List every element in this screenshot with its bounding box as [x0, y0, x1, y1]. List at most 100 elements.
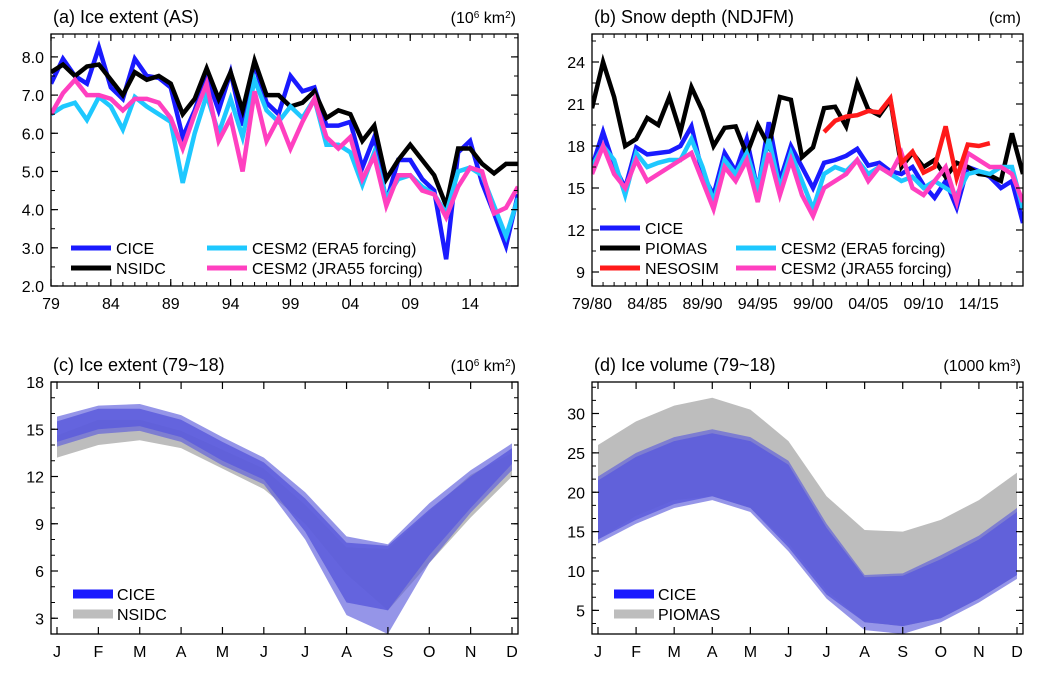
xtick-label-b: 84/85: [627, 296, 667, 313]
ytick-label-b: 12: [567, 223, 585, 240]
legend-label-a: NSIDC: [116, 261, 166, 278]
xtick-label-b: 79/80: [572, 296, 612, 313]
ytick-label-a: 7.0: [22, 88, 44, 105]
xtick-label-a: 14: [461, 296, 479, 313]
xtick-label-a: 79: [42, 296, 60, 313]
legend-label-b: PIOMAS: [645, 241, 707, 258]
xtick-label-b: 14/15: [959, 296, 999, 313]
panel-c: (c) Ice extent (79~18) (106 km2) 3 6 9 12 15 18…: [26, 355, 519, 661]
series-line-cesm2-jra55-forcing--b: [592, 139, 1023, 222]
xtick-label-d: M: [744, 644, 757, 661]
series-line-nesosim-b: [822, 93, 991, 187]
xtick-label-d: D: [1011, 644, 1023, 661]
legend-label-a: CESM2 (JRA55 forcing): [252, 261, 423, 278]
xtick-label-d: N: [973, 644, 985, 661]
xtick-label-c: J: [260, 644, 268, 661]
ytick-label-a: 4.0: [22, 203, 44, 220]
legend-label-b: CICE: [645, 221, 683, 238]
legend-d: CICE PIOMAS: [614, 587, 720, 624]
xtick-label-c: S: [383, 644, 394, 661]
legend-c: CICE NSIDC: [73, 587, 167, 624]
ytick-label-b: 24: [567, 55, 585, 72]
legend-a: CICE CESM2 (ERA5 forcing) NSIDC CESM2 (JRA5…: [71, 241, 423, 278]
panel-units-b: (cm): [989, 10, 1021, 27]
band-cice-inner-c: [57, 408, 512, 611]
legend-label-d: PIOMAS: [658, 607, 720, 624]
ytick-label-b: 9: [576, 265, 585, 282]
legend-label-a: CESM2 (ERA5 forcing): [252, 241, 417, 258]
xtick-label-b: 89/90: [682, 296, 722, 313]
plot-area-c: [57, 404, 512, 634]
xtick-label-a: 94: [222, 296, 240, 313]
ytick-label-d: 30: [567, 407, 585, 424]
xtick-label-c: J: [301, 644, 309, 661]
legend-label-c: CICE: [117, 587, 155, 604]
band-cice-inner-d: [598, 433, 1017, 627]
ytick-label-a: 6.0: [22, 126, 44, 143]
series-line-cesm2-jra55-forcing--a: [51, 75, 518, 223]
xtick-label-c: D: [506, 644, 518, 661]
ytick-label-b: 15: [567, 181, 585, 198]
ytick-label-d: 25: [567, 446, 585, 463]
series-line-nsidc-a: [51, 52, 518, 214]
xtick-label-c: N: [465, 644, 477, 661]
xtick-label-a: 89: [162, 296, 180, 313]
ytick-label-d: 20: [567, 485, 585, 502]
xtick-label-c: F: [93, 644, 103, 661]
series-line-cice-b: [592, 120, 1023, 224]
xtick-label-d: A: [859, 644, 870, 661]
ytick-label-d: 5: [576, 603, 585, 620]
xtick-label-d: J: [823, 644, 831, 661]
ytick-label-c: 18: [26, 375, 44, 392]
xtick-label-d: A: [707, 644, 718, 661]
panel-d: (d) Ice volume (79~18) (1000 km3) 5 10 15 20 2…: [567, 355, 1024, 661]
xtick-label-d: J: [784, 644, 792, 661]
ytick-label-a: 2.0: [22, 279, 44, 296]
panel-title-c: (c) Ice extent (79~18): [53, 355, 225, 375]
xtick-label-c: O: [423, 644, 435, 661]
xtick-label-b: 09/10: [904, 296, 944, 313]
ytick-label-c: 6: [35, 564, 44, 581]
ytick-label-a: 8.0: [22, 50, 44, 67]
legend-label-d: CICE: [658, 587, 696, 604]
ytick-label-a: 5.0: [22, 164, 44, 181]
panel-units-c: (106 km2): [451, 358, 516, 376]
legend-label-b: NESOSIM: [645, 261, 719, 278]
xtick-label-d: M: [668, 644, 681, 661]
legend-label-a: CICE: [116, 241, 154, 258]
ytick-label-b: 18: [567, 139, 585, 156]
series-line-piomas-b: [592, 53, 1023, 185]
ytick-label-c: 3: [35, 611, 44, 628]
panel-title-d: (d) Ice volume (79~18): [594, 355, 776, 375]
plot-area-b: [592, 53, 1023, 224]
xtick-label-a: 09: [401, 296, 419, 313]
legend-b: CICE PIOMAS CESM2 (ERA5 forcing) NESOSIM CES…: [600, 221, 952, 278]
plot-frame-a: [50, 33, 519, 287]
panel-b: (b) Snow depth (NDJFM) (cm) 9 12 15 18 21 24 79/…: [567, 7, 1024, 313]
panel-title-b: (b) Snow depth (NDJFM): [594, 7, 794, 27]
ytick-label-c: 9: [35, 517, 44, 534]
plot-frame-b: [591, 33, 1024, 287]
xtick-label-d: F: [631, 644, 641, 661]
xtick-label-c: A: [176, 644, 187, 661]
legend-label-b: CESM2 (ERA5 forcing): [781, 241, 946, 258]
xtick-label-c: M: [216, 644, 229, 661]
xtick-label-a: 99: [282, 296, 300, 313]
panel-title-a: (a) Ice extent (AS): [53, 7, 199, 27]
xtick-label-d: S: [897, 644, 908, 661]
ytick-label-a: 3.0: [22, 241, 44, 258]
xtick-label-d: O: [935, 644, 947, 661]
xtick-label-b: 94/95: [738, 296, 778, 313]
plot-area-a: [51, 39, 518, 260]
ytick-label-b: 21: [567, 97, 585, 114]
panel-a: (a) Ice extent (AS) (106 km2) 2.0 3.0 4.0 5.0…: [22, 7, 519, 313]
xtick-label-b: 04/05: [848, 296, 888, 313]
legend-label-c: NSIDC: [117, 607, 167, 624]
series-line-cice-a: [51, 39, 518, 260]
xtick-label-b: 99/00: [793, 296, 833, 313]
ytick-label-d: 15: [567, 525, 585, 542]
ytick-label-d: 10: [567, 564, 585, 581]
ytick-label-c: 12: [26, 470, 44, 487]
legend-label-b: CESM2 (JRA55 forcing): [781, 261, 952, 278]
